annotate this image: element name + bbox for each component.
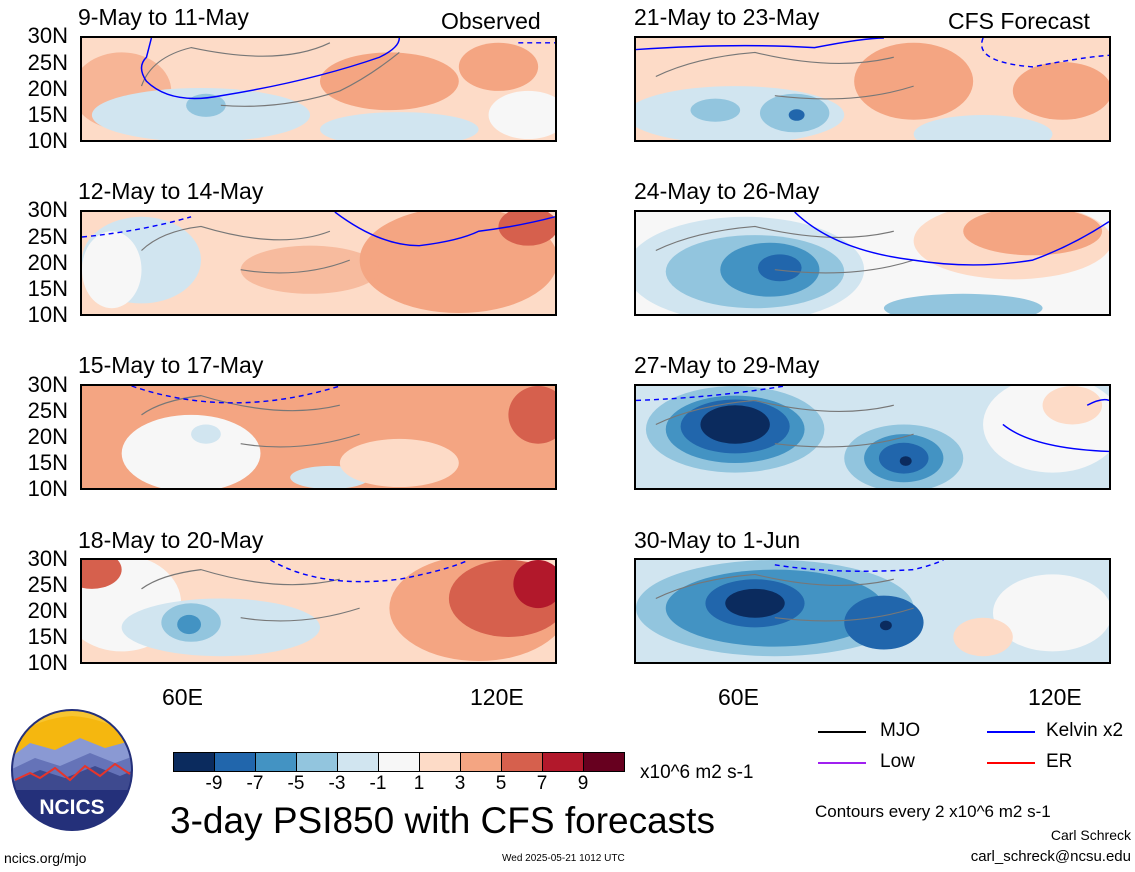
lon-label-left-120e: 120E bbox=[470, 684, 524, 710]
legend-er-label: ER bbox=[1046, 751, 1073, 772]
colorbar-label: 9 bbox=[577, 773, 589, 794]
legend-low-line bbox=[818, 762, 866, 764]
map-panel-forecast-21may bbox=[634, 36, 1111, 142]
lat-label: 30N bbox=[27, 372, 68, 397]
ncics-logo-text: NCICS bbox=[39, 796, 104, 819]
colorbar-label: -7 bbox=[246, 773, 264, 794]
lat-label: 10N bbox=[27, 476, 68, 501]
colorbar-cell bbox=[214, 752, 256, 772]
map-panel-forecast-30may bbox=[634, 558, 1111, 664]
colorbar-label: -5 bbox=[287, 773, 305, 794]
lat-label: 20N bbox=[27, 424, 68, 449]
colorbar-label: -9 bbox=[205, 773, 223, 794]
contours-note: Contours every 2 x10^6 m2 s-1 bbox=[815, 802, 1051, 821]
colorbar-cell bbox=[378, 752, 420, 772]
observed-label: Observed bbox=[441, 8, 541, 34]
lon-label-right-120e: 120E bbox=[1028, 684, 1082, 710]
lat-label: 10N bbox=[27, 650, 68, 675]
lat-label: 30N bbox=[27, 546, 68, 571]
colorbar-cell bbox=[501, 752, 543, 772]
lat-label: 20N bbox=[27, 76, 68, 101]
map-panel-forecast-24may bbox=[634, 210, 1111, 316]
panel-title-l3: 15-May to 17-May bbox=[78, 352, 264, 378]
lat-label: 15N bbox=[27, 450, 68, 475]
panel-title-r1: 21-May to 23-May bbox=[634, 4, 820, 30]
colorbar-cell bbox=[255, 752, 297, 772]
colorbar-label: 1 bbox=[413, 773, 425, 794]
legend-kelvin-line bbox=[987, 731, 1035, 733]
author-email[interactable]: carl_schreck@ncsu.edu bbox=[970, 848, 1131, 865]
panel-title-l1: 9-May to 11-May bbox=[78, 4, 249, 30]
panel-title-r2: 24-May to 26-May bbox=[634, 178, 820, 204]
panel-title-l4: 18-May to 20-May bbox=[78, 527, 264, 553]
author: Carl Schreck bbox=[1050, 827, 1131, 843]
lat-label: 30N bbox=[27, 197, 68, 222]
colorbar-label: 7 bbox=[536, 773, 548, 794]
legend-low-label: Low bbox=[880, 751, 915, 772]
legend-mjo-label: MJO bbox=[880, 720, 921, 741]
main-title: 3-day PSI850 with CFS forecasts bbox=[170, 800, 715, 841]
lon-label-right-60e: 60E bbox=[718, 684, 759, 710]
colorbar-cell bbox=[337, 752, 379, 772]
legend-er-line bbox=[987, 762, 1035, 764]
legend-mjo-line bbox=[818, 731, 866, 733]
lat-label: 10N bbox=[27, 128, 68, 153]
colorbar-cell bbox=[296, 752, 338, 772]
map-panel-observed-15may bbox=[80, 384, 557, 490]
map-panel-observed-12may bbox=[80, 210, 557, 316]
panel-title-r3: 27-May to 29-May bbox=[634, 352, 820, 378]
panel-title-l2: 12-May to 14-May bbox=[78, 178, 264, 204]
lat-label: 25N bbox=[27, 398, 68, 423]
colorbar-unit: x10^6 m2 s-1 bbox=[640, 762, 754, 783]
colorbar-cell bbox=[583, 752, 625, 772]
colorbar-label: -3 bbox=[328, 773, 346, 794]
colorbar-cell bbox=[419, 752, 461, 772]
cfs-forecast-label: CFS Forecast bbox=[948, 8, 1090, 34]
lat-label: 30N bbox=[27, 23, 68, 48]
panel-title-r4: 30-May to 1-Jun bbox=[634, 527, 801, 553]
timestamp: Wed 2025-05-21 1012 UTC bbox=[502, 853, 625, 864]
colorbar-cell bbox=[542, 752, 584, 772]
lat-label: 20N bbox=[27, 250, 68, 275]
colorbar-label: 3 bbox=[454, 773, 466, 794]
lat-label: 25N bbox=[27, 572, 68, 597]
colorbar-cell bbox=[173, 752, 215, 772]
map-panel-observed-18may bbox=[80, 558, 557, 664]
colorbar-label: -1 bbox=[369, 773, 387, 794]
map-panel-observed-9may bbox=[80, 36, 557, 142]
lat-label: 20N bbox=[27, 598, 68, 623]
colorbar-cell bbox=[460, 752, 502, 772]
lat-label: 15N bbox=[27, 102, 68, 127]
ncics-logo: NCICS bbox=[10, 708, 134, 832]
lon-label-left-60e: 60E bbox=[162, 684, 203, 710]
colorbar-label: 5 bbox=[495, 773, 507, 794]
map-panel-forecast-27may bbox=[634, 384, 1111, 490]
lat-label: 15N bbox=[27, 624, 68, 649]
lat-label: 10N bbox=[27, 302, 68, 327]
legend-kelvin-label: Kelvin x2 bbox=[1046, 720, 1124, 741]
site-link[interactable]: ncics.org/mjo bbox=[4, 850, 87, 866]
lat-label: 25N bbox=[27, 224, 68, 249]
lat-label: 25N bbox=[27, 50, 68, 75]
lat-label: 15N bbox=[27, 276, 68, 301]
